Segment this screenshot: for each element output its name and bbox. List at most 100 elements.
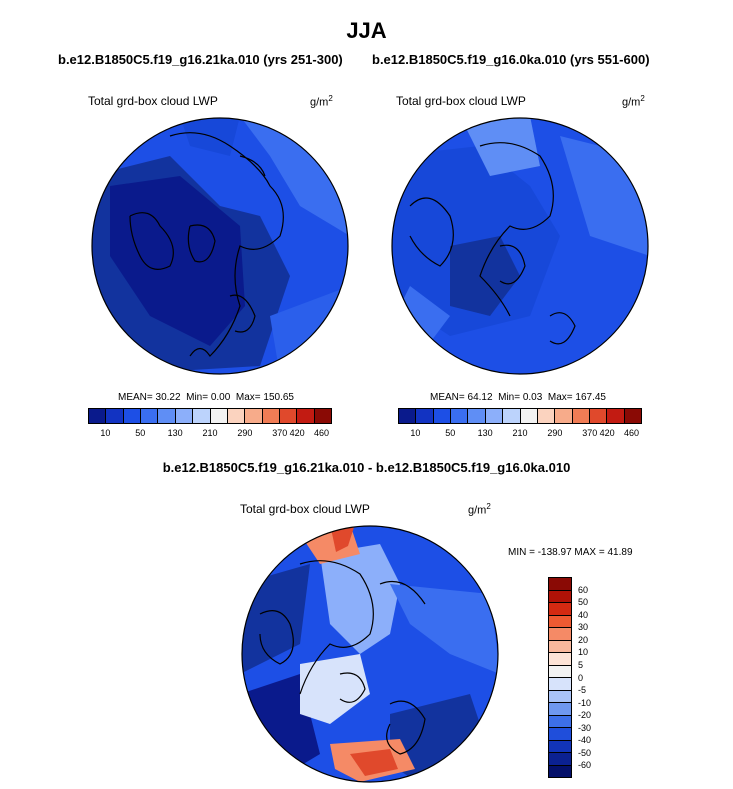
colorbar-swatch (549, 615, 571, 628)
coastline (239, 155, 266, 177)
coastline (386, 700, 426, 755)
colorbar-swatch (451, 409, 469, 423)
colorbar-swatch (279, 409, 298, 423)
left-colorbar (88, 408, 332, 424)
coastline (479, 142, 554, 317)
colorbar-swatch (549, 578, 571, 591)
colorbar-swatch (262, 409, 280, 423)
colorbar-swatch (549, 703, 571, 716)
colorbar-swatch (141, 409, 159, 423)
colorbar-tick-label: 370 (582, 428, 598, 438)
colorbar-tick-label: 0 (578, 672, 584, 683)
left-variable-label: Total grd-box cloud LWP (88, 94, 218, 108)
diff-title: b.e12.B1850C5.f19_g16.21ka.010 - b.e12.B… (162, 460, 571, 475)
colorbar-tick-label: 20 (578, 634, 589, 645)
right-units-label: g/m2 (622, 94, 645, 109)
colorbar-swatch (549, 590, 571, 603)
field-region (300, 654, 370, 724)
colorbar-tick-label: 10 (578, 647, 589, 658)
left-stats: MEAN= 30.22 Min= 0.00 Max= 150.65 (118, 392, 294, 403)
coastline (169, 132, 284, 357)
coastline (299, 560, 374, 695)
colorbar-swatch (314, 409, 332, 423)
colorbar-swatch (503, 409, 521, 423)
colorbar-swatch (549, 753, 571, 766)
coastline (549, 312, 576, 345)
colorbar-tick-label: -10 (578, 697, 592, 708)
colorbar-tick-label: 50 (445, 428, 456, 438)
coastline (499, 244, 526, 285)
colorbar-swatch (193, 409, 211, 423)
left-colorbar-labels: 10 50 130 210 290 370 420 460 (88, 428, 332, 440)
colorbar-swatch (245, 409, 263, 423)
left-run-title: b.e12.B1850C5.f19_g16.21ka.010 (yrs 251-… (58, 52, 343, 67)
coastline (339, 672, 366, 703)
coastline (129, 212, 174, 270)
field-region (460, 118, 540, 176)
left-polar-map (91, 117, 349, 375)
right-polar-map (391, 117, 649, 375)
colorbar-swatch (549, 678, 571, 691)
colorbar-tick-label: -30 (578, 722, 592, 733)
colorbar-tick-label: 420 (599, 428, 615, 438)
colorbar-tick-label: 460 (624, 428, 640, 438)
colorbar-tick-label: 50 (578, 597, 589, 608)
coastline (229, 294, 256, 333)
field-region (390, 584, 498, 674)
colorbar-tick-label: 420 (289, 428, 305, 438)
colorbar-swatch (549, 765, 571, 777)
colorbar-swatch (433, 409, 452, 423)
diff-minmax: MIN = -138.97 MAX = 41.89 (508, 547, 633, 558)
diff-variable-label: Total grd-box cloud LWP (240, 502, 370, 516)
colorbar-swatch (624, 409, 642, 423)
colorbar-tick-label: 130 (477, 428, 493, 438)
colorbar-swatch (607, 409, 625, 423)
colorbar-tick-label: 10 (410, 428, 421, 438)
field-region (350, 749, 398, 776)
colorbar-tick-label: 5 (578, 659, 584, 670)
field-region (320, 544, 400, 654)
colorbar-swatch (210, 409, 228, 423)
colorbar-swatch (549, 690, 571, 703)
colorbar-tick-label: -50 (578, 747, 592, 758)
colorbar-swatch (175, 409, 194, 423)
colorbar-swatch (572, 409, 590, 423)
field-region (110, 176, 245, 346)
right-stats: MEAN= 64.12 Min= 0.03 Max= 167.45 (430, 392, 606, 403)
coastline (259, 610, 294, 665)
colorbar-tick-label: -60 (578, 760, 592, 771)
diff-units-label: g/m2 (468, 502, 491, 517)
diff-polar-map (241, 525, 499, 783)
colorbar-swatch (537, 409, 556, 423)
figure-title: JJA (346, 18, 387, 43)
right-run-title: b.e12.B1850C5.f19_g16.0ka.010 (yrs 551-6… (372, 52, 650, 67)
diff-colorbar-labels: 60 50 40 30 20 10 5 0 -5 -10 -20 -30 -40 -50 -60 (578, 577, 608, 778)
colorbar-swatch (123, 409, 142, 423)
colorbar-tick-label: -20 (578, 710, 592, 721)
colorbar-swatch (106, 409, 124, 423)
colorbar-tick-label: 290 (237, 428, 253, 438)
colorbar-swatch (297, 409, 315, 423)
colorbar-swatch (89, 409, 107, 423)
colorbar-tick-label: 210 (512, 428, 528, 438)
diff-colorbar (548, 577, 572, 778)
colorbar-swatch (549, 653, 571, 666)
colorbar-tick-label: 50 (135, 428, 146, 438)
field-region (450, 236, 520, 316)
colorbar-swatch (549, 715, 571, 728)
colorbar-swatch (549, 640, 571, 653)
colorbar-swatch (549, 603, 571, 616)
colorbar-swatch (589, 409, 608, 423)
colorbar-swatch (549, 665, 571, 678)
right-variable-label: Total grd-box cloud LWP (396, 94, 526, 108)
colorbar-swatch (549, 728, 571, 741)
coastline (409, 197, 454, 267)
right-colorbar-labels: 10 50 130 210 290 370 420 460 (398, 428, 642, 440)
colorbar-tick-label: 60 (578, 584, 589, 595)
colorbar-tick-label: 370 (272, 428, 288, 438)
colorbar-tick-label: 130 (167, 428, 183, 438)
colorbar-swatch (555, 409, 573, 423)
coastline (379, 580, 426, 605)
colorbar-tick-label: 30 (578, 622, 589, 633)
colorbar-swatch (549, 628, 571, 641)
